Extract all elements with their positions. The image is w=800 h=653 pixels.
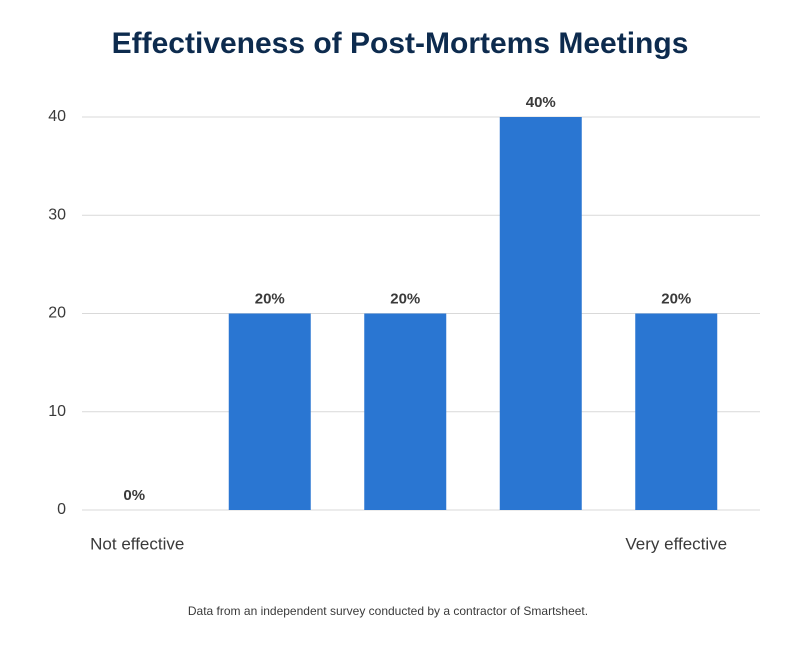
y-tick-label: 30 — [48, 206, 66, 223]
footnote: Data from an independent survey conducte… — [188, 604, 588, 618]
y-tick-label: 0 — [57, 501, 66, 518]
bar — [228, 313, 311, 510]
y-tick-label: 40 — [48, 108, 66, 125]
value-label: 20% — [390, 290, 420, 307]
value-label: 40% — [526, 94, 556, 111]
value-label: 20% — [255, 290, 285, 307]
x-tick-label: Not effective — [90, 534, 184, 553]
chart-title: Effectiveness of Post-Mortems Meetings — [112, 27, 689, 60]
bar — [499, 117, 582, 510]
bar — [635, 313, 718, 510]
bar — [364, 313, 447, 510]
x-tick-label: Very effective — [625, 534, 727, 553]
y-tick-label: 10 — [48, 403, 66, 420]
y-tick-label: 20 — [48, 305, 66, 322]
value-label: 0% — [123, 487, 145, 504]
value-label: 20% — [661, 290, 691, 307]
